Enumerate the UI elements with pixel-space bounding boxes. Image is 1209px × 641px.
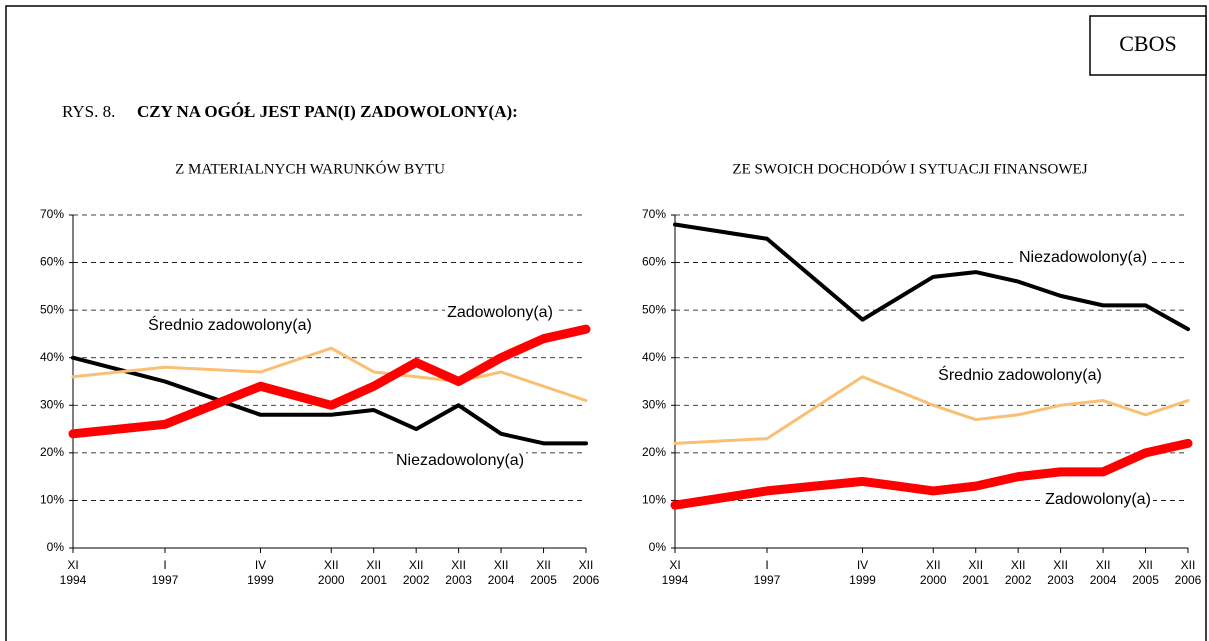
x-tick-label: XII [968,558,983,572]
figure-title: CZY NA OGÓŁ JEST PAN(I) ZADOWOLONY(A): [137,102,518,121]
y-tick-label: 20% [642,445,666,459]
y-tick-label: 20% [40,445,64,459]
x-tick-label: XI [67,558,78,572]
series-label: Średnio zadowolony(a) [938,365,1102,384]
x-tick-label: 2002 [403,573,430,587]
series-line [71,355,588,446]
badge-box [1089,15,1207,76]
x-tick-label: 1999 [849,573,876,587]
y-tick-label: 50% [642,302,666,316]
y-tick-label: 10% [40,493,64,507]
x-tick-label: 1999 [247,573,274,587]
x-tick-label: 2000 [318,573,345,587]
x-tick-label: XII [1096,558,1111,572]
series-label: Niezadowolony(a) [396,452,524,469]
x-tick-label: XII [579,558,594,572]
series-label-bg [936,365,1104,385]
x-tick-label: XII [494,558,509,572]
x-tick-label: XII [409,558,424,572]
series-line [673,375,1190,445]
series-line [68,324,591,439]
x-tick-label: IV [857,558,868,572]
y-tick-label: 0% [649,540,667,554]
series-line [670,438,1193,510]
badge: CBOS [1119,31,1176,56]
x-tick-label: XII [1011,558,1026,572]
x-tick-label: 1994 [60,573,87,587]
x-tick-label: 1997 [152,573,179,587]
x-tick-label: XII [926,558,941,572]
series-line [673,222,1190,332]
y-tick-label: 40% [642,350,666,364]
x-tick-label: 2002 [1005,573,1032,587]
x-tick-label: 2004 [488,573,515,587]
x-tick-label: 2004 [1090,573,1117,587]
figure-number: RYS. 8. [62,102,115,121]
y-tick-label: 60% [642,255,666,269]
x-tick-label: XII [1181,558,1196,572]
series-label-bg [1043,491,1153,509]
y-tick-label: 70% [642,207,666,221]
x-tick-label: 2003 [1047,573,1074,587]
x-tick-label: I [765,558,768,572]
series-label-bg [445,304,555,322]
y-tick-label: 0% [47,540,65,554]
y-tick-label: 30% [40,397,64,411]
x-tick-label: XII [366,558,381,572]
x-tick-label: 2003 [445,573,472,587]
x-tick-label: 1994 [662,573,689,587]
y-tick-label: 10% [642,493,666,507]
x-tick-label: XII [536,558,551,572]
y-tick-label: 60% [40,255,64,269]
series-label-bg [1016,249,1150,267]
chart-title: Z MATERIALNYCH WARUNKÓW BYTU [175,160,445,177]
x-tick-label: 2006 [573,573,600,587]
x-tick-label: 2006 [1175,573,1202,587]
x-tick-label: XII [324,558,339,572]
y-tick-label: 70% [40,207,64,221]
x-tick-label: XII [1138,558,1153,572]
x-tick-label: 2001 [962,573,989,587]
series-label: Zadowolony(a) [447,304,553,321]
series-label: Zadowolony(a) [1045,491,1151,508]
x-tick-label: 2000 [920,573,947,587]
series-label-bg [393,452,527,470]
y-tick-label: 50% [40,302,64,316]
page-frame [5,5,1207,641]
y-tick-label: 40% [40,350,64,364]
x-tick-label: 2005 [530,573,557,587]
x-tick-label: 1997 [754,573,781,587]
x-tick-label: XI [669,558,680,572]
x-tick-label: 2005 [1132,573,1159,587]
x-tick-label: I [163,558,166,572]
series-label-bg [146,315,314,335]
series-label: Średnio zadowolony(a) [148,315,312,334]
x-tick-label: 2001 [360,573,387,587]
x-tick-label: XII [451,558,466,572]
x-tick-label: XII [1053,558,1068,572]
y-tick-label: 30% [642,397,666,411]
series-label: Niezadowolony(a) [1019,249,1147,266]
chart-title: ZE SWOICH DOCHODÓW I SYTUACJI FINANSOWEJ [732,160,1087,177]
x-tick-label: IV [255,558,266,572]
